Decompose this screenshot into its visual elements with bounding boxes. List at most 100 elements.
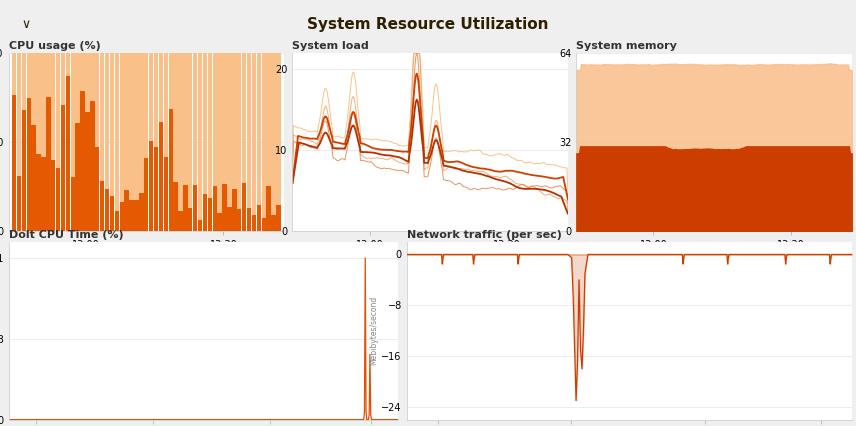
Bar [237,209,241,231]
Bar [257,53,261,231]
Bar [257,205,261,231]
Bar [149,53,153,231]
Bar [271,216,276,231]
Bar [163,53,168,231]
Bar [21,110,26,231]
Bar [56,53,60,231]
Bar [66,53,70,231]
Bar [27,53,31,231]
Bar [115,211,119,231]
Bar [227,207,232,231]
Bar [252,215,256,231]
Bar [183,185,187,231]
Bar [193,185,198,231]
Bar [51,53,56,231]
Bar [86,112,90,231]
Bar [178,211,182,231]
Bar [144,53,148,231]
Bar [266,186,270,231]
Bar [17,176,21,231]
Bar [124,190,129,231]
Bar [208,53,212,231]
Bar [129,53,134,231]
Bar [41,53,45,231]
Bar [212,186,217,231]
Bar [66,76,70,231]
Bar [21,53,26,231]
Bar [232,189,236,231]
Bar [208,198,212,231]
Bar [140,53,144,231]
Bar [247,53,251,231]
Bar [203,53,207,231]
Bar [32,53,36,231]
Bar [36,53,41,231]
Text: CPU usage (%): CPU usage (%) [9,41,100,51]
Bar [154,53,158,231]
Bar [75,53,80,231]
Bar [46,53,51,231]
Bar [140,193,144,231]
Bar [212,53,217,231]
Bar [134,200,139,231]
Bar [120,53,124,231]
Bar [90,53,95,231]
Bar [129,200,134,231]
Bar [158,53,163,231]
Bar [144,158,148,231]
Bar [247,208,251,231]
Bar [158,122,163,231]
Bar [174,53,178,231]
Bar [100,53,104,231]
Text: Network traffic (per sec): Network traffic (per sec) [407,230,562,239]
Bar [203,194,207,231]
Bar [95,53,99,231]
Bar [86,53,90,231]
Bar [46,97,51,231]
Bar [32,124,36,231]
Bar [124,53,129,231]
Text: System load: System load [293,41,369,51]
Bar [12,95,16,231]
Bar [198,53,202,231]
Bar [217,213,222,231]
Bar [120,202,124,231]
Bar [36,154,41,231]
Y-axis label: Mebibytes/second: Mebibytes/second [370,296,378,366]
Bar [100,181,104,231]
Bar [232,53,236,231]
Bar [217,53,222,231]
Bar [110,196,114,231]
Bar [51,160,56,231]
Bar [12,53,16,231]
Bar [276,53,281,231]
Bar [223,53,227,231]
Bar [61,53,65,231]
Bar [252,53,256,231]
Bar [27,98,31,231]
Bar [242,183,247,231]
Bar [90,101,95,231]
Bar [80,53,85,231]
Bar [227,53,232,231]
Bar [17,53,21,231]
Bar [149,141,153,231]
Bar [262,218,266,231]
Bar [110,53,114,231]
Bar [242,53,247,231]
Bar [56,168,60,231]
Bar [183,53,187,231]
Bar [169,109,173,231]
Bar [95,147,99,231]
Bar [115,53,119,231]
Bar [223,184,227,231]
Bar [75,123,80,231]
Text: System memory: System memory [576,41,677,51]
Text: Dolt CPU Time (%): Dolt CPU Time (%) [9,230,123,239]
Bar [70,177,75,231]
Bar [105,189,110,231]
Bar [70,53,75,231]
Bar [266,53,270,231]
Bar [134,53,139,231]
Bar [237,53,241,231]
